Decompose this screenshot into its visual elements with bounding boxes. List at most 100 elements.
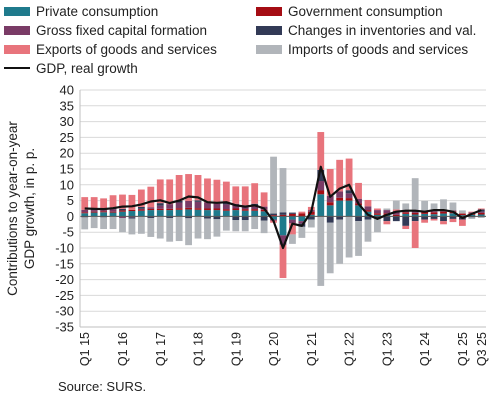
bar-segment: [411, 212, 419, 215]
bar-segment: [166, 204, 174, 209]
bar-segment: [109, 209, 117, 212]
bar-segment: [355, 221, 362, 256]
bar-segment: [430, 214, 438, 217]
bar-segment: [222, 204, 230, 210]
bar-segment: [194, 208, 202, 210]
bar-segment: [307, 216, 315, 220]
legend-label: Exports of goods and services: [36, 41, 217, 57]
bar-segment: [326, 222, 334, 274]
bar-segment: [147, 217, 155, 237]
bar-segment: [119, 217, 126, 233]
x-tick-label: Q1 16: [116, 332, 130, 366]
bar-segment: [383, 221, 391, 225]
bar-segment: [175, 208, 183, 210]
bar-segment: [355, 182, 362, 199]
bar-segment: [156, 205, 164, 209]
bar-segment: [232, 186, 240, 204]
bar-segment: [204, 178, 211, 203]
bar-segment: [477, 212, 485, 215]
bar-segment: [156, 203, 164, 206]
bar-segment: [128, 218, 136, 235]
bar-segment: [137, 210, 145, 217]
bar-segment: [392, 209, 400, 212]
bar-segment: [128, 194, 136, 210]
bar-segment: [185, 209, 192, 217]
x-tick-label: Q1 21: [305, 332, 319, 366]
bar-segment: [317, 132, 325, 170]
y-axis-title-line: Contributions to year-on-year: [5, 121, 20, 296]
bar-segment: [326, 216, 334, 223]
bar-segment: [166, 217, 174, 242]
bar-segment: [90, 216, 98, 229]
bar-segment: [317, 216, 325, 286]
bar-segment: [430, 216, 438, 219]
bar-segment: [345, 193, 353, 199]
bar-segment: [166, 210, 174, 217]
bar-segment: [317, 194, 325, 217]
bar-segment: [175, 175, 183, 201]
bar-segment: [128, 209, 136, 212]
legend-swatch: [4, 44, 30, 54]
legend-line-swatch: [4, 67, 30, 69]
bar-segment: [458, 215, 466, 217]
source-note: Source: SURS.: [58, 379, 147, 394]
bar-segment: [137, 208, 145, 210]
bar-segment: [251, 183, 259, 204]
legend-label: Government consumption: [288, 3, 443, 19]
bar-segment: [213, 210, 221, 217]
bar-segment: [383, 210, 391, 214]
y-tick-label: -15: [55, 256, 74, 271]
bar-segment: [270, 215, 277, 217]
bar-segment: [232, 208, 240, 211]
bar-segment: [298, 213, 306, 217]
bar-segment: [185, 218, 192, 246]
bar-segment: [241, 220, 249, 232]
bar-segment: [147, 208, 155, 211]
bar-segment: [90, 211, 98, 213]
bar-segment: [392, 214, 400, 217]
bar-segment: [383, 208, 391, 211]
bar-segment: [430, 211, 438, 213]
y-tick-label: -30: [55, 304, 74, 319]
bar-segment: [270, 156, 277, 214]
y-tick-label: 25: [60, 130, 74, 145]
bar-segment: [137, 216, 145, 234]
bar-segment: [81, 209, 89, 213]
legend-swatch: [4, 6, 30, 16]
bar-segment: [175, 216, 183, 242]
bar-segment: [449, 202, 457, 211]
bar-segment: [477, 214, 485, 217]
bar-segment: [109, 211, 117, 213]
legend: Private consumption Government consumpti…: [0, 0, 490, 80]
bar-segment: [374, 216, 381, 218]
bar-segment: [421, 213, 429, 217]
bar-segment: [345, 200, 353, 217]
y-tick-label: 20: [60, 146, 74, 161]
bar-segment: [204, 210, 211, 217]
bar-segment: [374, 214, 381, 217]
y-tick-label: 15: [60, 162, 74, 177]
y-tick-label: 30: [60, 114, 74, 129]
bar-segment: [477, 216, 485, 218]
bar-segment: [175, 209, 183, 217]
bar-segment: [119, 194, 126, 209]
bar-segment: [185, 216, 192, 219]
bar-segment: [374, 210, 381, 214]
legend-label: Imports of goods and services: [288, 41, 469, 57]
bar-segment: [241, 186, 249, 206]
bar-segment: [289, 219, 296, 224]
bar-segment: [100, 212, 108, 217]
bar-segment: [260, 211, 268, 217]
x-tick-labels: Q1 15 Q1 16 Q1 17 Q1 18 Q1 19 Q1 20 Q1 21 Q1 22…: [78, 332, 489, 366]
bar-segment: [241, 210, 249, 217]
bar-segment: [440, 213, 447, 217]
bar-segment: [90, 212, 98, 217]
bar-segment: [270, 216, 277, 220]
bar-segment: [279, 168, 287, 213]
bar-segment: [449, 213, 457, 217]
legend-item-government-consumption: Government consumption: [256, 2, 443, 20]
bar-segment: [289, 213, 296, 217]
legend-swatch: [4, 25, 30, 35]
bar-segment: [279, 212, 287, 215]
